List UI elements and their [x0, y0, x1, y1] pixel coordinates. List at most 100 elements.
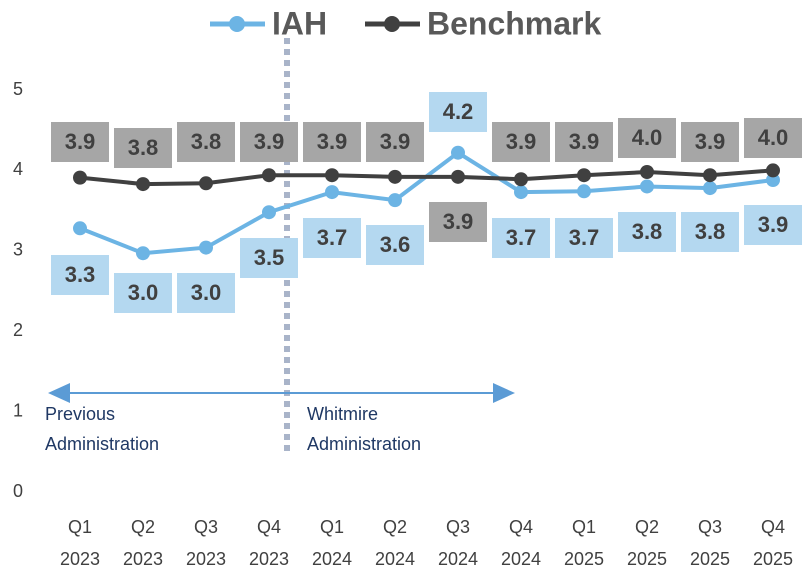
- point: [73, 170, 87, 185]
- point: [199, 240, 213, 255]
- point: [451, 169, 465, 184]
- point: [136, 177, 150, 192]
- arrow-head: [48, 383, 70, 403]
- value-label: 3.6: [380, 232, 411, 257]
- x-tick-label-line: Q3: [194, 517, 218, 537]
- value-label-box: [744, 205, 802, 245]
- x-tick-label-line: 2024: [312, 549, 352, 569]
- x-tick-label-line: Q2: [383, 517, 407, 537]
- value-label-box: [240, 238, 298, 278]
- x-tick-label-line: Q2: [131, 517, 155, 537]
- value-label: 3.5: [254, 245, 285, 270]
- x-tick-label-line: 2023: [186, 549, 226, 569]
- x-tick-label-line: 2025: [690, 549, 730, 569]
- y-tick-label: 5: [13, 79, 23, 99]
- value-label-box: [681, 122, 739, 162]
- x-tick-label-line: 2025: [564, 549, 604, 569]
- point: [388, 193, 402, 208]
- value-label-box: [555, 122, 613, 162]
- point: [325, 185, 339, 200]
- x-tick-label-line: 2023: [123, 549, 163, 569]
- value-label-box: [429, 92, 487, 132]
- point: [766, 173, 780, 188]
- value-label: 3.9: [506, 129, 537, 154]
- x-tick-label: Q4 2024: [501, 517, 541, 569]
- y-tick-label: 3: [13, 240, 23, 260]
- value-label: 3.8: [695, 219, 726, 244]
- y-tick-label: 1: [13, 400, 23, 420]
- value-label: 3.8: [191, 129, 222, 154]
- y-tick-label: 4: [13, 159, 23, 179]
- value-label-box: [555, 218, 613, 258]
- point: [514, 185, 528, 200]
- point: [451, 145, 465, 160]
- x-tick-label-line: Q1: [572, 517, 596, 537]
- annotation: Administration: [45, 434, 159, 454]
- y-tick-label: 0: [13, 481, 23, 501]
- value-label-box: [177, 122, 235, 162]
- value-label-box: [114, 273, 172, 313]
- value-label: 3.8: [632, 219, 663, 244]
- x-tick-label: Q1 2023: [60, 517, 100, 569]
- y-tick-label: 2: [13, 320, 23, 340]
- x-tick-label: Q4 2023: [249, 517, 289, 569]
- x-tick-label: Q1 2024: [312, 517, 352, 569]
- x-tick-label: Q3 2025: [690, 517, 730, 569]
- value-label: 4.0: [632, 125, 663, 150]
- value-label-box: [303, 218, 361, 258]
- value-label-box: [114, 128, 172, 168]
- value-label: 3.9: [254, 129, 285, 154]
- x-tick-label-line: 2024: [438, 549, 478, 569]
- value-label: 3.9: [758, 212, 789, 237]
- value-label-box: [492, 122, 550, 162]
- value-label-box: [366, 225, 424, 265]
- point: [325, 168, 339, 183]
- x-tick-label: Q2 2025: [627, 517, 667, 569]
- value-label-box: [492, 218, 550, 258]
- x-tick-label-line: Q1: [320, 517, 344, 537]
- point: [577, 168, 591, 183]
- legend-marker: [384, 16, 400, 32]
- value-label: 3.3: [65, 262, 96, 287]
- value-label: 3.7: [569, 225, 600, 250]
- value-label: 3.9: [380, 129, 411, 154]
- annotation: Administration: [307, 434, 421, 454]
- x-tick-label-line: Q2: [635, 517, 659, 537]
- arrow-head: [493, 383, 515, 403]
- value-label: 3.7: [317, 225, 348, 250]
- value-label-box: [51, 122, 109, 162]
- point: [514, 172, 528, 187]
- x-tick-label-line: 2023: [249, 549, 289, 569]
- value-label-box: [618, 212, 676, 252]
- value-label-box: [51, 255, 109, 295]
- value-label-box: [303, 122, 361, 162]
- point: [262, 168, 276, 183]
- annotation: Whitmire: [307, 404, 378, 424]
- x-tick-label-line: 2023: [60, 549, 100, 569]
- point: [640, 165, 654, 180]
- x-tick-label: Q2 2024: [375, 517, 415, 569]
- value-label-box: [366, 122, 424, 162]
- x-tick-label-line: 2025: [753, 549, 793, 569]
- x-tick-label-line: Q1: [68, 517, 92, 537]
- x-tick-label: Q3 2023: [186, 517, 226, 569]
- point: [262, 205, 276, 220]
- x-tick-label: Q3 2024: [438, 517, 478, 569]
- annotation: Previous: [45, 404, 115, 424]
- value-label: 3.9: [65, 129, 96, 154]
- x-tick-label-line: 2024: [501, 549, 541, 569]
- value-label: 3.8: [128, 135, 159, 160]
- value-label-box: [681, 212, 739, 252]
- value-label: 3.7: [506, 225, 537, 250]
- value-label: 3.0: [191, 280, 222, 305]
- x-tick-label-line: Q4: [257, 517, 281, 537]
- x-tick-label: Q2 2023: [123, 517, 163, 569]
- value-label-box: [744, 118, 802, 158]
- legend-label: IAH: [272, 5, 327, 41]
- value-label: 3.0: [128, 280, 159, 305]
- point: [199, 176, 213, 191]
- series-line: [79, 168, 774, 187]
- value-label-box: [429, 202, 487, 242]
- point: [388, 169, 402, 184]
